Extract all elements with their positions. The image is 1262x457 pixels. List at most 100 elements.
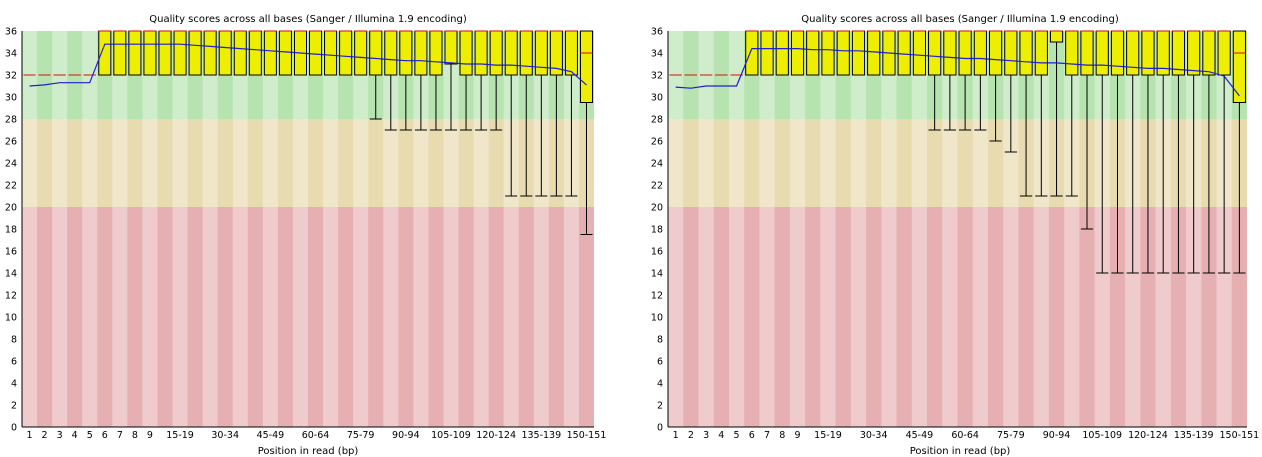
zone-stripe — [262, 207, 278, 427]
x-tick-label: 75-79 — [997, 430, 1025, 441]
x-tick-label: 7 — [117, 430, 123, 441]
x-tick-label: 30-34 — [860, 430, 888, 441]
zone-stripe — [202, 207, 218, 427]
zone-stripe — [22, 207, 38, 427]
zone-stripe — [942, 207, 958, 427]
zone-stripe — [1125, 207, 1141, 427]
x-tick-label: 30-34 — [211, 430, 239, 441]
x-tick-label: 4 — [718, 430, 724, 441]
quartile-box — [218, 30, 232, 76]
x-tick-label: 4 — [72, 430, 78, 441]
quartile-box — [897, 30, 911, 76]
y-tick-label: 24 — [5, 159, 17, 170]
zone-stripe — [142, 119, 158, 207]
x-tick-label: 1 — [27, 430, 33, 441]
x-axis-label: Position in read (bp) — [910, 446, 1011, 457]
x-tick-label: 2 — [688, 430, 694, 441]
y-tick-label: 0 — [657, 423, 663, 434]
y-tick-label: 18 — [651, 225, 663, 236]
zone-stripe — [850, 207, 867, 427]
y-tick-label: 4 — [11, 379, 17, 390]
quartile-box — [790, 30, 805, 76]
quartile-box — [173, 30, 187, 76]
quartile-box — [1019, 30, 1033, 76]
y-tick-label: 22 — [651, 181, 663, 192]
x-tick-label: 60-64 — [951, 430, 979, 441]
quality-chart-1: Quality scores across all bases (Sanger … — [5, 14, 606, 457]
zone-stripe — [202, 119, 218, 207]
zone-stripe — [1003, 119, 1019, 207]
quartile-box — [579, 30, 593, 103]
x-tick-label: 120-124 — [1128, 430, 1168, 441]
quartile-box — [278, 30, 292, 76]
quartile-box — [775, 30, 789, 76]
x-tick-label: 105-109 — [1082, 430, 1122, 441]
zone-stripe — [112, 207, 128, 427]
quartile-box — [1049, 30, 1064, 43]
y-tick-label: 16 — [5, 247, 17, 258]
y-tick-label: 10 — [651, 313, 663, 324]
x-tick-label: 9 — [794, 430, 800, 441]
zone-stripe — [728, 207, 745, 427]
zone-stripe — [850, 119, 867, 207]
zone-stripe — [232, 119, 248, 207]
quartile-box — [519, 30, 533, 76]
quartile-box — [1126, 30, 1140, 76]
y-tick-label: 18 — [5, 225, 17, 236]
zone-stripe — [292, 207, 308, 427]
zone-stripe — [353, 119, 369, 207]
y-tick-label: 32 — [651, 71, 663, 82]
zone-stripe — [728, 119, 745, 207]
y-tick-label: 8 — [657, 335, 663, 346]
quartile-box — [233, 30, 247, 76]
quartile-box — [1034, 30, 1048, 76]
y-tick-label: 20 — [651, 203, 663, 214]
quartile-box — [399, 30, 413, 76]
quality-zone-band — [668, 207, 1247, 427]
x-tick-label: 105-109 — [431, 430, 471, 441]
y-tick-label: 24 — [651, 159, 663, 170]
zone-stripe — [759, 119, 775, 207]
quartile-box — [851, 30, 866, 76]
zone-stripe — [292, 119, 308, 207]
y-tick-label: 22 — [5, 181, 17, 192]
x-tick-label: 5 — [734, 430, 740, 441]
quartile-box — [745, 30, 759, 76]
quartile-box — [988, 30, 1003, 76]
quartile-box — [504, 30, 518, 76]
quartile-box — [928, 30, 942, 76]
zone-stripe — [172, 119, 188, 207]
quartile-box — [354, 30, 368, 76]
x-tick-label: 135-139 — [521, 430, 561, 441]
zone-stripe — [698, 119, 714, 207]
quartile-box — [1232, 30, 1246, 103]
zone-stripe — [820, 119, 836, 207]
quality-chart-panel-2: Quality scores across all bases (Sanger … — [631, 0, 1262, 457]
quartile-box — [143, 30, 157, 76]
quartile-box — [821, 30, 835, 76]
quartile-box — [429, 30, 443, 76]
zone-stripe — [52, 119, 68, 207]
zone-stripe — [82, 119, 98, 207]
x-tick-label: 1 — [673, 430, 679, 441]
quartile-box — [203, 30, 217, 76]
y-tick-label: 34 — [5, 49, 17, 60]
x-tick-label: 90-94 — [1043, 430, 1071, 441]
zone-stripe — [1094, 207, 1110, 427]
y-tick-label: 14 — [651, 269, 663, 280]
zone-stripe — [473, 119, 489, 207]
x-tick-label: 45-49 — [257, 430, 285, 441]
x-tick-label: 6 — [749, 430, 755, 441]
x-tick-label: 45-49 — [906, 430, 934, 441]
zone-stripe — [1155, 207, 1171, 427]
quartile-box — [867, 30, 881, 76]
zone-stripe — [1033, 207, 1049, 427]
quartile-box — [474, 30, 488, 76]
quartile-box — [1110, 30, 1125, 76]
x-tick-label: 7 — [764, 430, 770, 441]
quartile-box — [263, 30, 277, 76]
x-tick-label: 135-139 — [1174, 430, 1214, 441]
zone-stripe — [1186, 207, 1202, 427]
zone-stripe — [353, 207, 369, 427]
zone-stripe — [881, 119, 897, 207]
